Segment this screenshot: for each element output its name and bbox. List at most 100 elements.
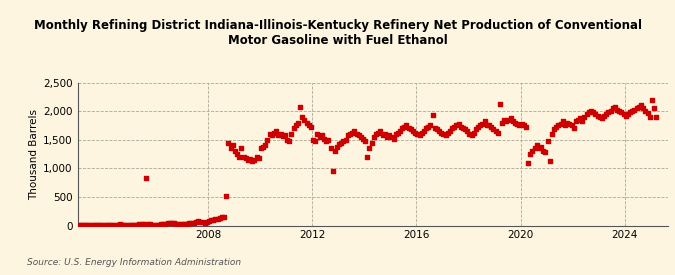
Point [151, 222, 162, 227]
Point [377, 133, 388, 137]
Point [577, 119, 588, 123]
Point [90, 223, 101, 227]
Point [497, 120, 508, 125]
Point [553, 123, 564, 128]
Point [232, 152, 242, 156]
Point [88, 223, 99, 227]
Point [568, 126, 579, 130]
Point [431, 127, 442, 132]
Text: Monthly Refining District Indiana-Illinois-Kentucky Refinery Net Production of C: Monthly Refining District Indiana-Illino… [34, 19, 641, 47]
Point [178, 222, 188, 227]
Point [134, 222, 144, 227]
Point [331, 144, 342, 149]
Point [456, 125, 466, 129]
Point [284, 139, 295, 143]
Point [490, 129, 501, 133]
Point [558, 119, 568, 123]
Point [362, 155, 373, 159]
Point [536, 144, 547, 149]
Point [186, 221, 197, 225]
Point [506, 116, 516, 120]
Point [642, 111, 653, 116]
Point [240, 156, 251, 160]
Point [325, 146, 336, 150]
Point [520, 124, 531, 129]
Point [210, 217, 221, 221]
Point [605, 109, 616, 113]
Point [394, 129, 405, 133]
Point [616, 110, 627, 114]
Point [195, 220, 206, 224]
Point [242, 158, 253, 162]
Point [360, 139, 371, 143]
Point [579, 115, 590, 119]
Point [349, 129, 360, 133]
Point [564, 122, 575, 126]
Point [381, 135, 392, 139]
Point [466, 133, 477, 137]
Point [84, 223, 95, 227]
Point [551, 125, 562, 129]
Point [574, 116, 585, 120]
Point [260, 143, 271, 148]
Point [149, 222, 160, 227]
Point [562, 120, 572, 125]
Point [221, 194, 232, 198]
Point [342, 133, 353, 137]
Point [647, 97, 657, 102]
Point [438, 132, 449, 136]
Point [171, 222, 182, 226]
Point [470, 127, 481, 132]
Point [142, 222, 153, 227]
Point [494, 101, 505, 106]
Point [258, 144, 269, 149]
Point [301, 120, 312, 125]
Point [472, 124, 483, 129]
Point [638, 106, 649, 111]
Point [345, 132, 356, 136]
Point [73, 223, 84, 227]
Point [608, 106, 618, 111]
Point [522, 160, 533, 165]
Point [451, 123, 462, 128]
Point [514, 123, 524, 128]
Point [414, 133, 425, 137]
Point [119, 222, 130, 227]
Point [586, 109, 597, 113]
Point [572, 117, 583, 122]
Point [190, 220, 201, 224]
Point [483, 123, 494, 128]
Point [538, 149, 549, 153]
Point [184, 221, 194, 226]
Point [518, 123, 529, 128]
Point [247, 159, 258, 164]
Point [436, 131, 447, 135]
Point [253, 156, 264, 160]
Point [117, 222, 128, 227]
Point [425, 123, 436, 128]
Point [614, 109, 624, 113]
Point [479, 119, 490, 123]
Point [618, 112, 629, 116]
Point [503, 117, 514, 122]
Point [371, 132, 381, 136]
Point [197, 220, 208, 225]
Point [499, 117, 510, 122]
Point [290, 123, 301, 128]
Point [99, 223, 110, 227]
Point [192, 219, 203, 224]
Point [373, 131, 383, 135]
Point [138, 222, 149, 226]
Point [321, 139, 331, 143]
Point [279, 133, 290, 137]
Point [397, 126, 408, 130]
Point [306, 125, 317, 129]
Point [401, 123, 412, 128]
Point [508, 119, 518, 123]
Point [364, 146, 375, 150]
Point [126, 223, 136, 227]
Point [281, 138, 292, 142]
Point [227, 143, 238, 148]
Point [212, 216, 223, 221]
Point [169, 221, 180, 226]
